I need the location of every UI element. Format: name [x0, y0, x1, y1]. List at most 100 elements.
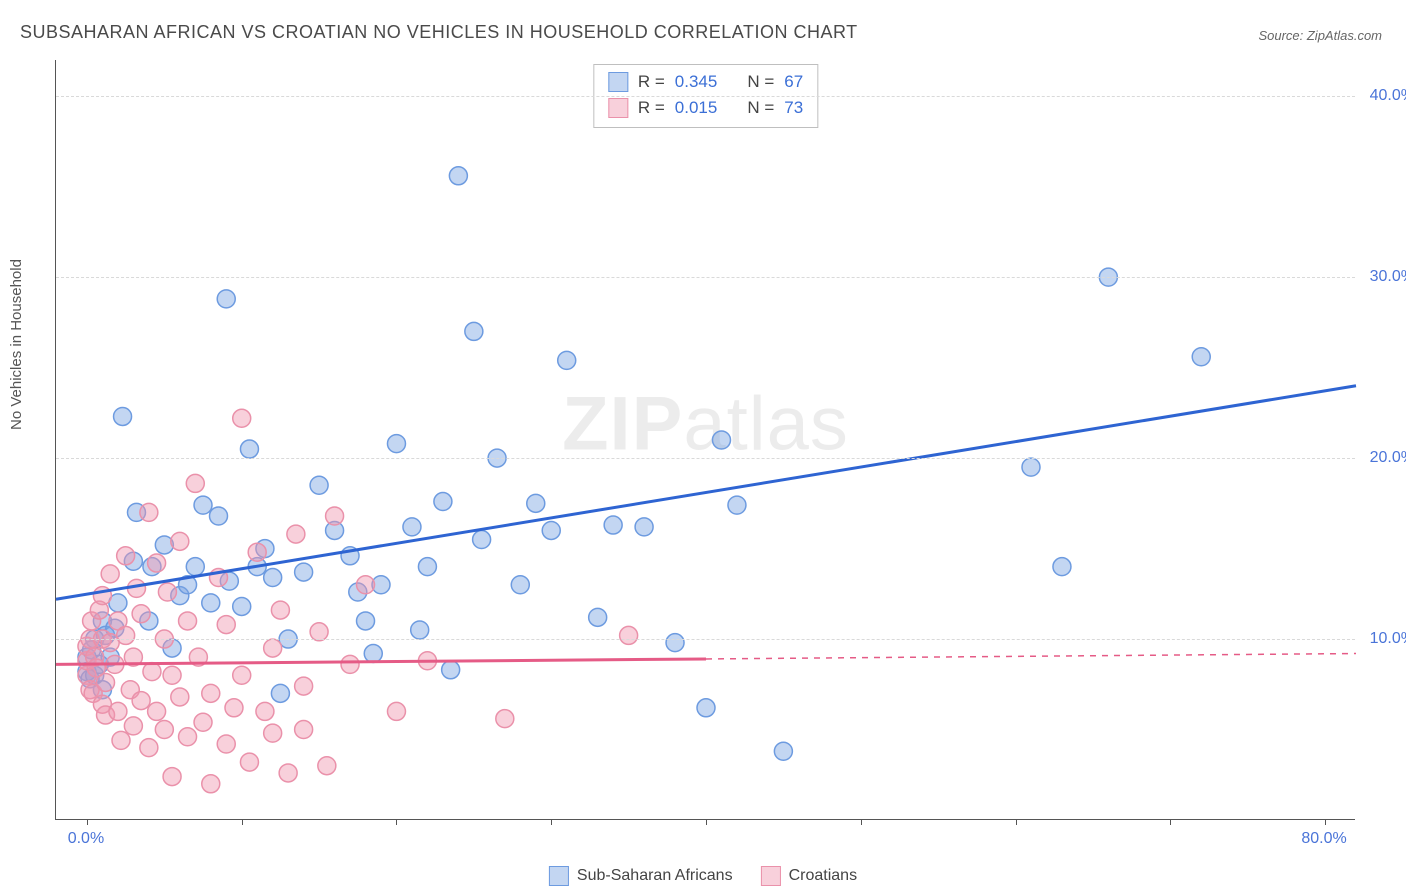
x-tick	[1325, 819, 1326, 825]
point-subsaharan	[434, 493, 452, 511]
x-tick	[551, 819, 552, 825]
point-croatian	[140, 503, 158, 521]
point-croatian	[171, 688, 189, 706]
x-tick-label: 80.0%	[1301, 830, 1346, 848]
x-tick	[396, 819, 397, 825]
y-tick-label: 40.0%	[1370, 87, 1406, 105]
x-tick	[1170, 819, 1171, 825]
point-croatian	[194, 713, 212, 731]
gridline	[56, 96, 1355, 97]
source-label: Source: ZipAtlas.com	[1258, 28, 1382, 43]
legend-item-2: Croatians	[761, 866, 857, 886]
x-tick	[1016, 819, 1017, 825]
point-subsaharan	[728, 496, 746, 514]
point-croatian	[140, 739, 158, 757]
point-croatian	[171, 532, 189, 550]
point-subsaharan	[114, 407, 132, 425]
stats-swatch-2	[608, 98, 628, 118]
point-croatian	[233, 666, 251, 684]
point-croatian	[117, 547, 135, 565]
point-croatian	[101, 565, 119, 583]
point-subsaharan	[511, 576, 529, 594]
point-subsaharan	[194, 496, 212, 514]
point-subsaharan	[403, 518, 421, 536]
point-subsaharan	[1022, 458, 1040, 476]
stats-swatch-1	[608, 72, 628, 92]
point-croatian	[357, 576, 375, 594]
point-subsaharan	[527, 494, 545, 512]
point-subsaharan	[210, 507, 228, 525]
point-subsaharan	[774, 742, 792, 760]
y-axis-label: No Vehicles in Household	[8, 259, 25, 430]
point-subsaharan	[217, 290, 235, 308]
x-tick-label: 0.0%	[68, 830, 104, 848]
point-subsaharan	[473, 531, 491, 549]
point-croatian	[117, 626, 135, 644]
point-subsaharan	[442, 661, 460, 679]
point-subsaharan	[666, 634, 684, 652]
chart-svg	[56, 60, 1355, 819]
point-croatian	[158, 583, 176, 601]
y-tick-label: 20.0%	[1370, 449, 1406, 467]
point-subsaharan	[449, 167, 467, 185]
point-croatian	[109, 702, 127, 720]
point-subsaharan	[240, 440, 258, 458]
point-subsaharan	[604, 516, 622, 534]
point-croatian	[148, 702, 166, 720]
point-croatian	[620, 626, 638, 644]
trendline-croatian	[56, 659, 706, 664]
point-croatian	[163, 666, 181, 684]
point-croatian	[148, 554, 166, 572]
point-croatian	[163, 768, 181, 786]
chart-title: SUBSAHARAN AFRICAN VS CROATIAN NO VEHICL…	[20, 22, 858, 43]
point-subsaharan	[271, 684, 289, 702]
point-subsaharan	[558, 351, 576, 369]
point-croatian	[264, 724, 282, 742]
stats-row-2: R = 0.015 N = 73	[608, 95, 803, 121]
gridline	[56, 277, 1355, 278]
point-subsaharan	[635, 518, 653, 536]
point-subsaharan	[186, 558, 204, 576]
point-croatian	[179, 612, 197, 630]
point-croatian	[143, 663, 161, 681]
y-tick-label: 10.0%	[1370, 630, 1406, 648]
legend: Sub-Saharan Africans Croatians	[549, 866, 857, 886]
legend-label-2: Croatians	[789, 867, 857, 885]
x-tick	[706, 819, 707, 825]
point-croatian	[387, 702, 405, 720]
legend-swatch-2	[761, 866, 781, 886]
point-croatian	[233, 409, 251, 427]
point-croatian	[271, 601, 289, 619]
point-subsaharan	[589, 608, 607, 626]
point-subsaharan	[387, 435, 405, 453]
gridline	[56, 639, 1355, 640]
point-croatian	[124, 717, 142, 735]
legend-item-1: Sub-Saharan Africans	[549, 866, 733, 886]
point-croatian	[256, 702, 274, 720]
point-croatian	[112, 731, 130, 749]
point-subsaharan	[712, 431, 730, 449]
point-subsaharan	[411, 621, 429, 639]
point-croatian	[217, 735, 235, 753]
point-subsaharan	[1053, 558, 1071, 576]
point-croatian	[496, 710, 514, 728]
point-croatian	[295, 677, 313, 695]
stats-row-1: R = 0.345 N = 67	[608, 69, 803, 95]
point-croatian	[279, 764, 297, 782]
point-croatian	[295, 721, 313, 739]
point-croatian	[341, 655, 359, 673]
point-croatian	[248, 543, 266, 561]
point-croatian	[264, 639, 282, 657]
point-croatian	[217, 616, 235, 634]
plot-area: ZIPatlas R = 0.345 N = 67 R = 0.015 N = …	[55, 60, 1355, 820]
point-croatian	[186, 474, 204, 492]
point-subsaharan	[357, 612, 375, 630]
x-tick	[861, 819, 862, 825]
point-croatian	[225, 699, 243, 717]
point-croatian	[155, 721, 173, 739]
point-subsaharan	[202, 594, 220, 612]
point-subsaharan	[418, 558, 436, 576]
point-subsaharan	[233, 597, 251, 615]
point-croatian	[97, 673, 115, 691]
point-subsaharan	[264, 569, 282, 587]
